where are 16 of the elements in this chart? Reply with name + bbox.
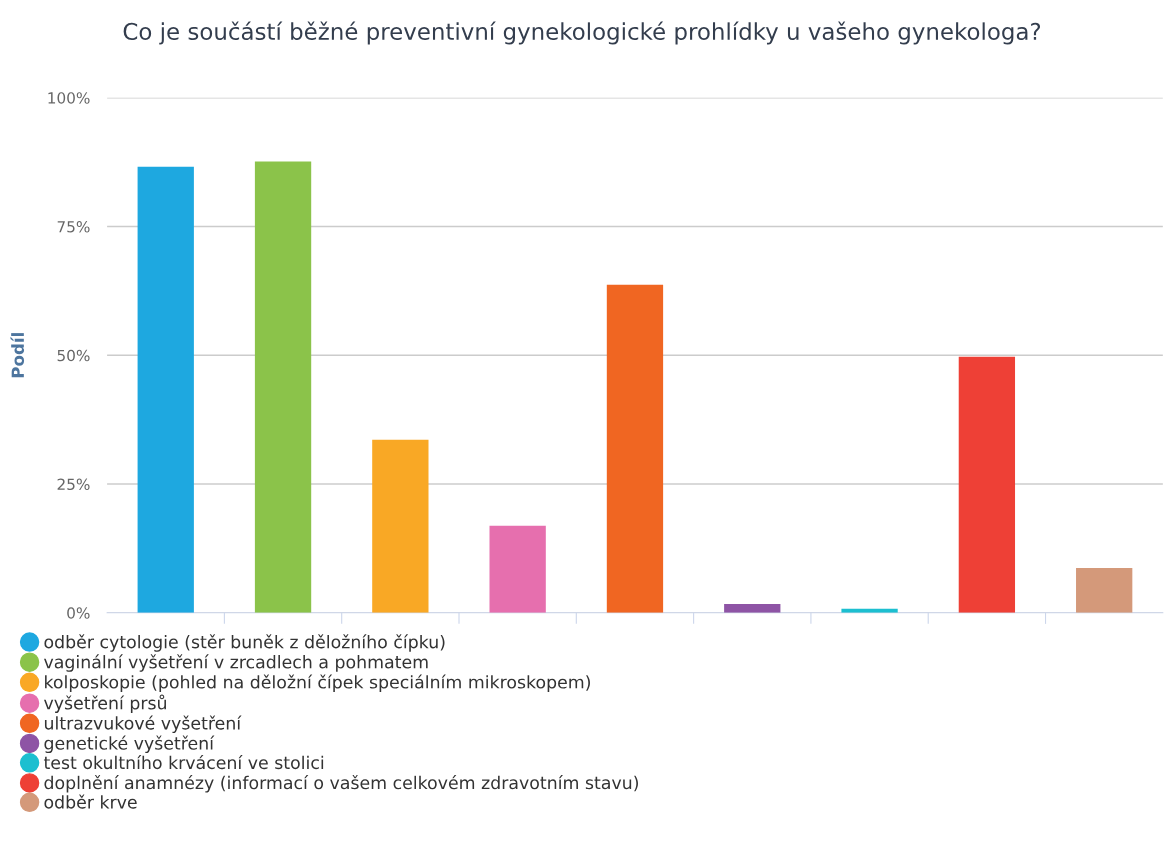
chart-title: Co je součástí běžné preventivní gynekologické prohlídky u vašeho gynekologa? [123,21,1041,45]
y-tick-label: 0% [67,607,90,619]
y-tick-label: 75% [57,220,90,233]
legend-label: vyšetření prsů [44,694,166,713]
legend-label: doplnění anamnézy (informací o vašem celkovém zdravotním stavu) [44,775,638,793]
legend-label: kolposkopie (pohled na děložní čípek speciálním mikroskopem) [45,674,590,692]
legend-label: ultrazvukové vyšetření [44,715,242,733]
legend-label: genetické vyšetření [44,735,215,754]
legend-label: test okultního krvácení ve stolici [43,755,324,770]
legend-label: vaginální vyšetření v zrcadlech a pohmatem [44,654,428,672]
legend-label: odběr cytologie (stěr buněk z děložního čípku) [44,634,445,652]
legend-label: odběr krve [44,794,137,809]
y-tick-label: 25% [57,478,90,491]
y-axis-title: Podíl [10,333,25,378]
y-tick-label: 100% [48,92,90,104]
y-tick-label: 50% [57,349,90,362]
